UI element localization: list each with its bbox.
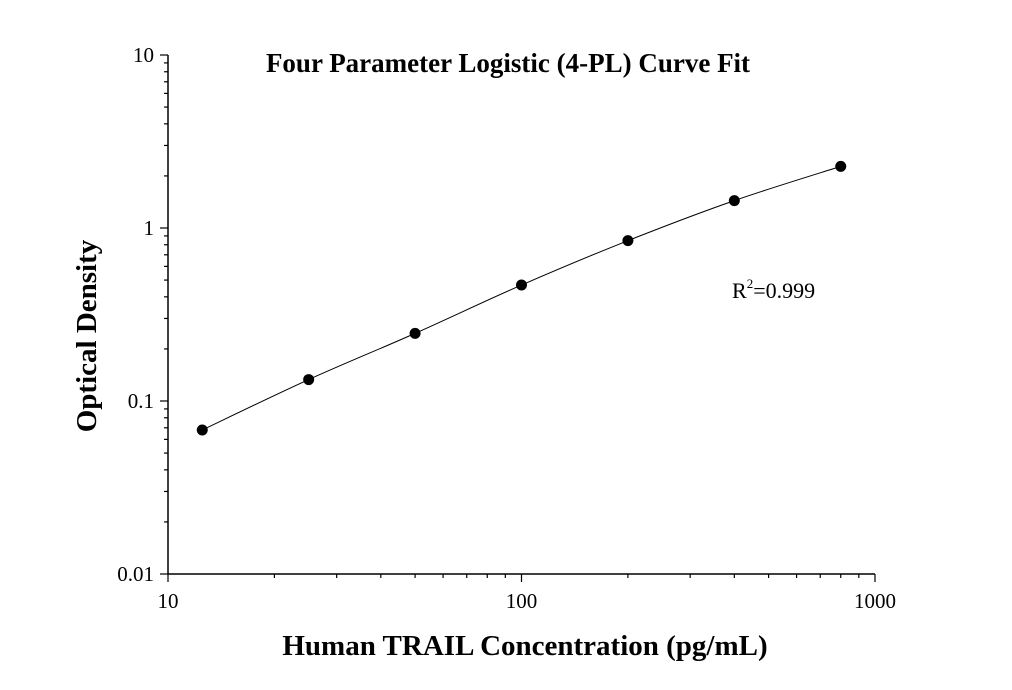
data-point: [622, 235, 634, 247]
data-point: [516, 279, 527, 291]
x-axis-title: Human TRAIL Concentration (pg/mL): [282, 630, 767, 662]
axes: [167, 55, 875, 575]
data-points: [196, 160, 847, 436]
r-squared-base: R: [732, 278, 747, 303]
x-tick-label: 100: [506, 589, 538, 613]
r-squared-annotation: R2=0.999: [732, 276, 815, 303]
y-tick-label: 0.01: [117, 562, 154, 586]
y-tick-label: 10: [133, 43, 154, 67]
y-tick-label: 1: [144, 216, 155, 240]
y-axis-title: Optical Density: [71, 239, 103, 432]
ticks: 10 100 1000 0.01 0.1 1 10: [117, 43, 896, 613]
data-point: [303, 374, 315, 386]
data-point: [196, 424, 208, 436]
data-point: [728, 195, 740, 207]
r-squared-superscript: 2: [747, 276, 754, 291]
data-point: [835, 160, 847, 172]
data-point: [409, 327, 421, 339]
chart-title: Four Parameter Logistic (4-PL) Curve Fit: [266, 48, 750, 78]
x-tick-label: 1000: [854, 589, 896, 613]
y-tick-label: 0.1: [128, 389, 154, 413]
x-tick-label: 10: [158, 589, 179, 613]
r-squared-value: =0.999: [753, 278, 815, 303]
